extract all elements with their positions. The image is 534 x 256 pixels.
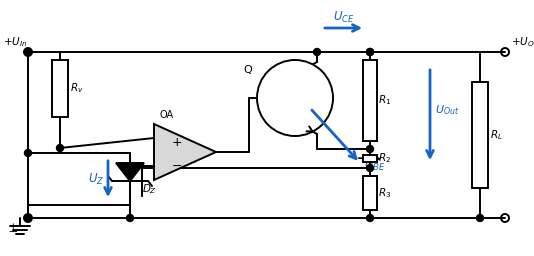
Circle shape [366, 165, 373, 172]
Text: $R_2$: $R_2$ [378, 152, 391, 165]
Circle shape [25, 215, 32, 221]
Text: Q: Q [244, 65, 252, 75]
Text: $U_{CE}$: $U_{CE}$ [333, 10, 354, 25]
Polygon shape [116, 163, 144, 181]
Circle shape [366, 48, 373, 56]
Text: OA: OA [160, 110, 174, 120]
Circle shape [366, 145, 373, 153]
Circle shape [366, 215, 373, 221]
Text: $U_{BE}$: $U_{BE}$ [364, 158, 386, 173]
Text: $R_v$: $R_v$ [70, 82, 84, 95]
Bar [52, 60, 68, 117]
Text: $R_L$: $R_L$ [490, 128, 503, 142]
Circle shape [127, 215, 134, 221]
Circle shape [25, 48, 32, 56]
Polygon shape [154, 124, 216, 180]
Circle shape [476, 215, 483, 221]
Text: +: + [172, 135, 182, 148]
Circle shape [25, 150, 32, 156]
Bar [363, 176, 377, 210]
Text: $\perp$: $\perp$ [6, 222, 19, 235]
Circle shape [366, 48, 373, 56]
Text: $R_3$: $R_3$ [378, 186, 391, 200]
Text: $R_1$: $R_1$ [378, 94, 391, 108]
Circle shape [313, 48, 320, 56]
Bar [472, 82, 488, 188]
Circle shape [57, 144, 64, 152]
Text: $+U_{Out}$: $+U_{Out}$ [511, 35, 534, 49]
Text: $U_{Out}$: $U_{Out}$ [435, 103, 459, 117]
Bar [363, 155, 377, 162]
Circle shape [257, 60, 333, 136]
Text: −: − [172, 159, 182, 173]
Bar [363, 60, 377, 141]
Text: $D_Z$: $D_Z$ [142, 182, 157, 196]
Text: $+U_{In}$: $+U_{In}$ [3, 35, 28, 49]
Text: $U_Z$: $U_Z$ [88, 172, 104, 187]
